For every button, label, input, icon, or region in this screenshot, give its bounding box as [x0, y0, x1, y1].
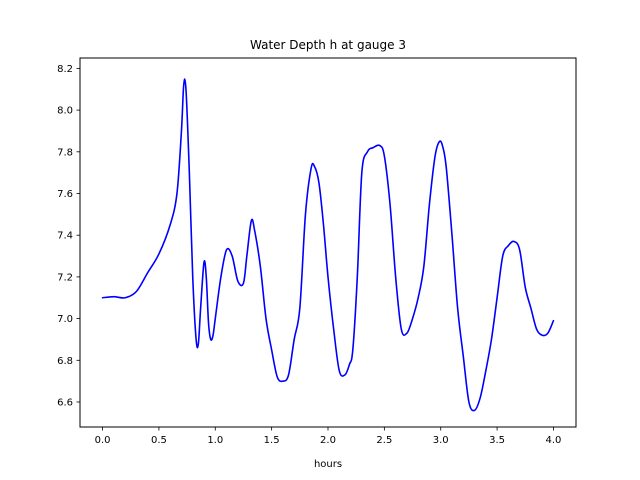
y-tick-label: 7.2: [57, 272, 73, 283]
y-tick-label: 8.2: [57, 64, 73, 75]
series-layer: [101, 78, 555, 412]
series-line: [101, 78, 555, 412]
y-tick-label: 6.8: [57, 356, 73, 367]
x-axis-label: hours: [314, 459, 342, 470]
plot-area: 0.0 0.5 1.0 1.5 2.0 2.5 3.0 3.5 4.0 6.6 6.8 7.0 7.2…: [57, 57, 577, 446]
y-tick-label: 7.6: [57, 189, 73, 200]
x-axis-ticks: 0.0 0.5 1.0 1.5 2.0 2.5 3.0 3.5 4.0: [95, 427, 562, 446]
x-tick-label: 1.0: [207, 435, 223, 446]
x-tick-label: 2.5: [376, 435, 392, 446]
y-tick-label: 6.6: [57, 397, 73, 408]
y-tick-label: 7.0: [57, 314, 73, 325]
x-tick-label: 3.0: [433, 435, 449, 446]
axes-frame: [79, 57, 577, 428]
y-tick-label: 8.0: [57, 106, 73, 117]
y-tick-label: 7.8: [57, 147, 73, 158]
y-tick-label: 7.4: [57, 231, 73, 242]
x-tick-label: 3.5: [489, 435, 505, 446]
y-axis-ticks: 6.6 6.8 7.0 7.2 7.4 7.6 7.8 8.0 8.2: [57, 64, 80, 408]
x-tick-label: 0.5: [151, 435, 167, 446]
x-tick-label: 4.0: [546, 435, 562, 446]
chart-title: Water Depth h at gauge 3: [250, 38, 406, 52]
x-tick-label: 1.5: [264, 435, 280, 446]
x-tick-label: 2.0: [320, 435, 336, 446]
x-tick-label: 0.0: [95, 435, 111, 446]
